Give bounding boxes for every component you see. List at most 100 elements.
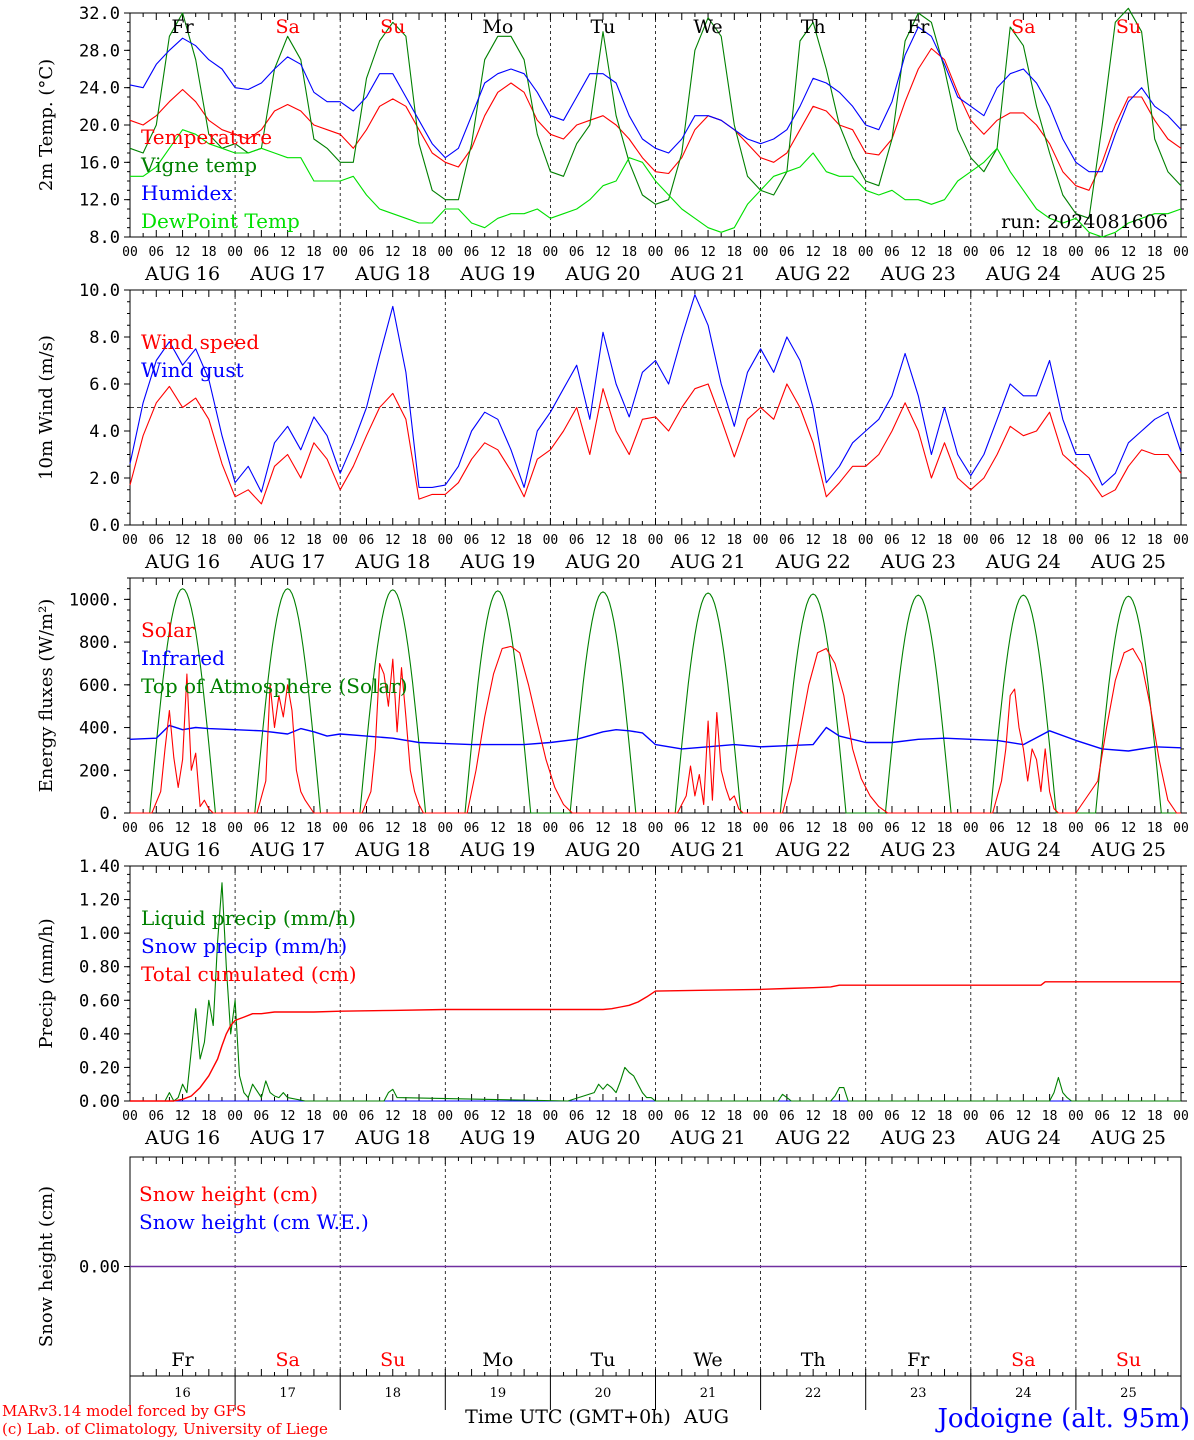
- hour-tick-label: 00: [753, 821, 769, 836]
- hour-tick-label: 18: [201, 533, 217, 548]
- hour-tick-label: 06: [254, 1109, 270, 1124]
- legend-snow-height-cm-w-e: Snow height (cm W.E.): [139, 1210, 369, 1234]
- hour-tick-label: 00: [437, 821, 453, 836]
- date-label: AUG 21: [669, 263, 745, 285]
- series-line-vigne-temp: [129, 7, 1182, 219]
- day-number-label: 24: [1015, 1386, 1032, 1401]
- hour-tick-label: 06: [674, 245, 690, 260]
- hour-tick-label: 00: [122, 245, 138, 260]
- y-tick-label: 8.0: [89, 228, 120, 248]
- hour-tick-label: 06: [359, 821, 375, 836]
- hour-tick-label: 06: [1094, 533, 1110, 548]
- date-label: AUG 18: [354, 839, 430, 861]
- y-axis-label: 2m Temp. (°C): [36, 59, 57, 191]
- y-tick-label: 24.0: [79, 79, 120, 99]
- y-tick-label: 8.0: [89, 328, 120, 348]
- hour-tick-label: 00: [963, 533, 979, 548]
- hour-tick-label: 06: [254, 821, 270, 836]
- hour-tick-label: 00: [648, 245, 664, 260]
- y-tick-label: 16.0: [79, 153, 120, 173]
- hour-tick-label: 00: [543, 533, 559, 548]
- y-tick-label: 200.: [79, 761, 120, 781]
- hour-tick-label: 12: [595, 533, 611, 548]
- y-tick-label: 1.40: [79, 857, 120, 877]
- hour-tick-label: 12: [700, 245, 716, 260]
- hour-tick-label: 12: [385, 245, 401, 260]
- series-line-liquid-precip: [130, 882, 1181, 1102]
- hour-tick-label: 00: [543, 1109, 559, 1124]
- hour-tick-label: 18: [937, 245, 953, 260]
- hour-tick-label: 12: [1016, 1109, 1032, 1124]
- hour-tick-label: 06: [569, 821, 585, 836]
- y-tick-label: 0.00: [79, 1258, 120, 1278]
- hour-tick-label: 06: [779, 245, 795, 260]
- hour-tick-label: 06: [359, 245, 375, 260]
- series-line-temperature: [129, 47, 1182, 191]
- date-label: AUG 20: [564, 263, 640, 285]
- hour-tick-label: 00: [227, 245, 243, 260]
- hour-tick-label: 18: [306, 533, 322, 548]
- hour-tick-label: 18: [832, 245, 848, 260]
- hour-tick-label: 18: [726, 1109, 742, 1124]
- date-label: AUG 23: [880, 551, 956, 573]
- y-tick-label: 0.20: [79, 1058, 120, 1078]
- hour-tick-label: 18: [726, 245, 742, 260]
- date-label: AUG 21: [669, 551, 745, 573]
- hour-tick-label: 18: [1147, 245, 1163, 260]
- hour-tick-label: 00: [1068, 821, 1084, 836]
- hour-tick-label: 00: [332, 245, 348, 260]
- series-line-dewpoint-temp: [130, 129, 1182, 238]
- hour-tick-label: 00: [1068, 245, 1084, 260]
- y-tick-label: 0.0: [89, 516, 120, 536]
- series-line-solar: [130, 645, 1181, 814]
- legend-liquid-precip-mm-h: Liquid precip (mm/h): [141, 906, 356, 930]
- date-label: AUG 20: [564, 1127, 640, 1149]
- hour-tick-label: 06: [674, 821, 690, 836]
- date-label: AUG 23: [880, 1127, 956, 1149]
- date-label: AUG 25: [1090, 839, 1166, 861]
- hour-tick-label: 12: [1121, 245, 1137, 260]
- series-line-wind-speed: [129, 383, 1182, 505]
- date-label: AUG 19: [459, 1127, 535, 1149]
- day-number-label: 16: [174, 1386, 191, 1401]
- weekday-label-bottom: Mo: [482, 1349, 513, 1371]
- hour-tick-label: 12: [175, 1109, 191, 1124]
- hour-tick-label: 00: [1068, 1109, 1084, 1124]
- legend-wind-gust: Wind gust: [141, 358, 244, 382]
- date-label: AUG 17: [249, 551, 325, 573]
- hour-tick-label: 00: [227, 1109, 243, 1124]
- date-label: AUG 16: [144, 551, 220, 573]
- month-label: AUG: [683, 1406, 729, 1428]
- date-label: AUG 16: [144, 263, 220, 285]
- hour-tick-label: 00: [858, 245, 874, 260]
- date-label: AUG 18: [354, 263, 430, 285]
- hour-tick-label: 06: [148, 533, 164, 548]
- hour-tick-label: 06: [569, 533, 585, 548]
- date-label: AUG 25: [1090, 1127, 1166, 1149]
- hour-tick-label: 00: [963, 1109, 979, 1124]
- hour-tick-label: 18: [306, 821, 322, 836]
- hour-tick-label: 12: [385, 821, 401, 836]
- y-tick-label: 32.0: [79, 4, 120, 24]
- hour-tick-label: 18: [516, 1109, 532, 1124]
- hour-tick-label: 12: [175, 821, 191, 836]
- hour-tick-label: 06: [1094, 1109, 1110, 1124]
- hour-tick-label: 00: [858, 1109, 874, 1124]
- day-number-label: 22: [805, 1386, 822, 1401]
- y-tick-label: 0.: [100, 804, 120, 824]
- hour-tick-label: 12: [700, 1109, 716, 1124]
- hour-tick-label: 00: [858, 533, 874, 548]
- hour-tick-label: 18: [1042, 533, 1058, 548]
- hour-tick-label: 12: [175, 245, 191, 260]
- run-label: run: 2024081606: [1001, 211, 1168, 233]
- x-axis-label: Time UTC (GMT+0h): [465, 1406, 671, 1428]
- hour-tick-label: 00: [227, 533, 243, 548]
- y-tick-label: 0.00: [79, 1092, 120, 1112]
- hour-tick-label: 18: [621, 533, 637, 548]
- y-tick-label: 1.20: [79, 891, 120, 911]
- hour-tick-label: 00: [1173, 821, 1189, 836]
- hour-tick-label: 00: [122, 1109, 138, 1124]
- hour-tick-label: 12: [490, 821, 506, 836]
- hour-tick-label: 12: [1016, 245, 1032, 260]
